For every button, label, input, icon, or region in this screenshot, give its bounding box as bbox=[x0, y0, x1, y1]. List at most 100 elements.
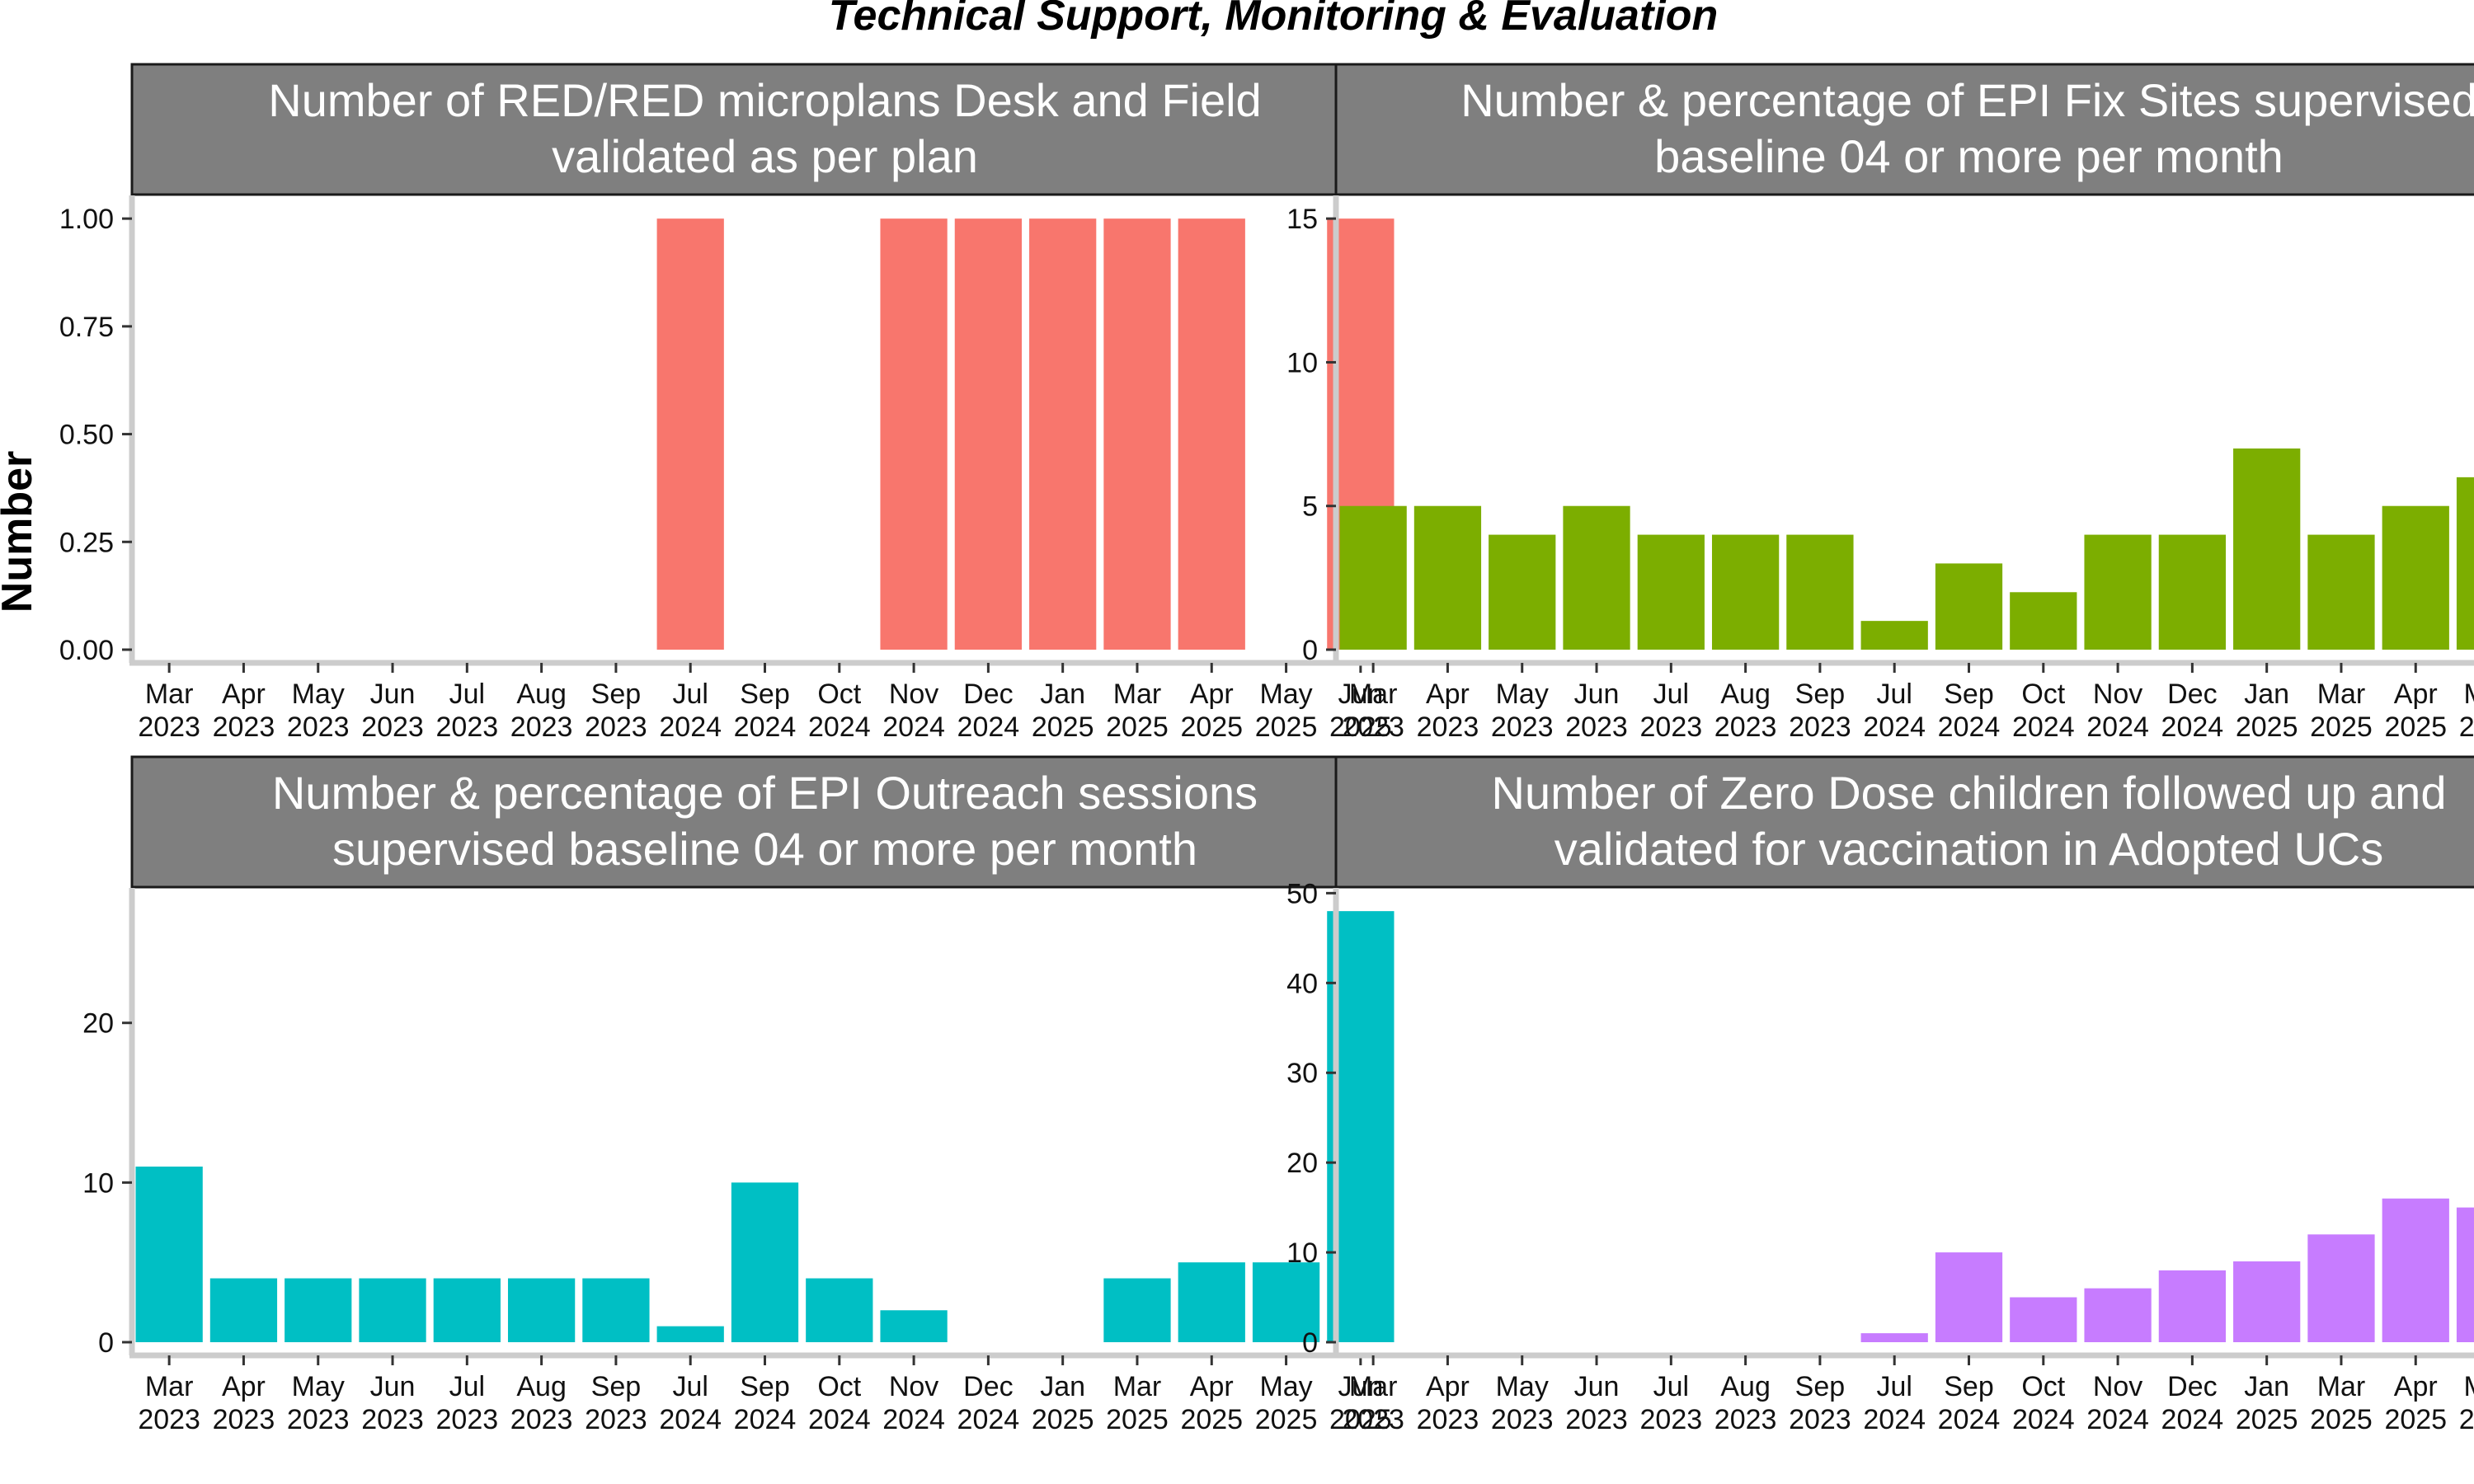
bar bbox=[209, 1278, 278, 1342]
x-tick-label-year: 2025 bbox=[2459, 1404, 2474, 1435]
x-tick-label-month: May bbox=[1496, 1371, 1549, 1402]
bar bbox=[731, 1182, 799, 1342]
bar bbox=[2456, 477, 2474, 650]
x-tick-label-month: Jun bbox=[370, 679, 416, 710]
panel-title-line: Number & percentage of EPI Fix Sites sup… bbox=[1460, 74, 2474, 126]
y-tick-label: 50 bbox=[1286, 878, 1318, 909]
panel-strip bbox=[130, 755, 1399, 889]
x-tick-label-month: Aug bbox=[1720, 679, 1771, 710]
x-tick-label-year: 2024 bbox=[2012, 711, 2075, 743]
x-tick-label-month: Oct bbox=[2021, 679, 2065, 710]
x-tick-label-month: Apr bbox=[2394, 1371, 2438, 1402]
x-tick-label-year: 2023 bbox=[1565, 711, 1628, 743]
x-tick-label-month: Apr bbox=[2394, 679, 2438, 710]
x-tick-label-year: 2025 bbox=[1180, 1404, 1243, 1435]
panel-title-line: Number & percentage of EPI Outreach sess… bbox=[272, 767, 1258, 819]
x-tick-label-month: Mar bbox=[1349, 679, 1398, 710]
x-tick-label-year: 2024 bbox=[734, 711, 797, 743]
x-tick-label-month: Nov bbox=[2093, 1371, 2142, 1402]
x-tick-label-year: 2023 bbox=[585, 711, 647, 743]
bar bbox=[2307, 1234, 2375, 1342]
x-tick-label-month: Jul bbox=[449, 1371, 485, 1402]
x-tick-label-year: 2023 bbox=[1342, 1404, 1404, 1435]
x-tick-label-year: 2024 bbox=[957, 1404, 1020, 1435]
bar bbox=[1178, 218, 1245, 650]
x-tick-label-year: 2023 bbox=[1342, 711, 1404, 743]
chart-panel-4: Number of Zero Dose children followed up… bbox=[1286, 755, 2474, 1435]
x-tick-label-year: 2023 bbox=[213, 711, 275, 743]
x-tick-label-month: May bbox=[292, 679, 345, 710]
x-tick-label-year: 2025 bbox=[1255, 1404, 1318, 1435]
chart-panel-1: Number of RED/RED microplans Desk and Fi… bbox=[59, 63, 1399, 743]
x-tick-label-month: Mar bbox=[1113, 1371, 1162, 1402]
y-tick-label: 0 bbox=[98, 1327, 114, 1359]
panel-strip bbox=[1334, 755, 2474, 889]
x-tick-label-year: 2023 bbox=[1714, 711, 1777, 743]
bar bbox=[2456, 1207, 2474, 1342]
x-tick-label-month: Nov bbox=[889, 1371, 938, 1402]
panel-title-line: validated as per plan bbox=[552, 130, 978, 182]
x-tick-label-year: 2025 bbox=[1329, 711, 1392, 743]
x-tick-label-month: Dec bbox=[2167, 1371, 2217, 1402]
bar bbox=[1339, 505, 1407, 650]
x-tick-label-month: Nov bbox=[889, 679, 938, 710]
x-tick-label-month: May bbox=[1259, 679, 1312, 710]
panel-title-line: validated for vaccination in Adopted UCs bbox=[1554, 823, 2383, 875]
x-tick-label-year: 2024 bbox=[1938, 1404, 2001, 1435]
x-tick-label-month: Sep bbox=[1944, 1371, 1994, 1402]
bar bbox=[1637, 534, 1705, 650]
x-tick-label-month: Jul bbox=[672, 679, 708, 710]
x-tick-label-month: Oct bbox=[2021, 1371, 2065, 1402]
x-tick-label-year: 2024 bbox=[2086, 1404, 2149, 1435]
x-tick-label-year: 2025 bbox=[2310, 1404, 2373, 1435]
y-tick-label: 0 bbox=[1302, 1327, 1318, 1359]
x-tick-label-year: 2024 bbox=[659, 711, 722, 743]
bar bbox=[1935, 563, 2003, 650]
x-tick-label-month: Apr bbox=[222, 1371, 266, 1402]
y-tick-label: 15 bbox=[1286, 204, 1318, 235]
x-tick-label-year: 2025 bbox=[1329, 1404, 1392, 1435]
bar bbox=[2382, 505, 2449, 650]
x-tick-label-month: Dec bbox=[963, 1371, 1013, 1402]
x-tick-label-month: Jul bbox=[1876, 679, 1912, 710]
y-tick-label: 1.00 bbox=[59, 204, 114, 235]
x-tick-label-year: 2025 bbox=[2310, 711, 2373, 743]
x-tick-label-year: 2024 bbox=[808, 711, 871, 743]
x-tick-label-month: Oct bbox=[817, 679, 861, 710]
panel-strip bbox=[130, 63, 1399, 196]
x-tick-label-month: Jun bbox=[1574, 679, 1620, 710]
x-tick-label-year: 2023 bbox=[361, 1404, 424, 1435]
bar bbox=[880, 1310, 948, 1342]
bar bbox=[359, 1278, 426, 1342]
bar bbox=[1413, 505, 1482, 650]
x-tick-label-year: 2024 bbox=[1863, 711, 1926, 743]
x-tick-label-year: 2023 bbox=[510, 1404, 573, 1435]
x-tick-label-month: Mar bbox=[1113, 679, 1162, 710]
x-tick-label-month: Jan bbox=[2244, 1371, 2289, 1402]
y-tick-label: 10 bbox=[1286, 1237, 1318, 1269]
bar bbox=[582, 1278, 650, 1342]
bar bbox=[1860, 1333, 1928, 1342]
x-tick-label-year: 2024 bbox=[957, 711, 1020, 743]
bar bbox=[806, 1278, 873, 1342]
x-tick-label-month: Aug bbox=[516, 1371, 567, 1402]
x-tick-label-month: May bbox=[2463, 1371, 2474, 1402]
x-tick-label-month: Mar bbox=[2317, 679, 2366, 710]
x-tick-label-month: Sep bbox=[740, 679, 790, 710]
y-tick-label: 40 bbox=[1286, 968, 1318, 999]
x-tick-label-month: Jul bbox=[1876, 1371, 1912, 1402]
x-tick-label-year: 2025 bbox=[1180, 711, 1243, 743]
bar bbox=[1178, 1262, 1245, 1342]
x-tick-label-year: 2023 bbox=[1640, 1404, 1703, 1435]
bar bbox=[285, 1278, 352, 1342]
y-tick-label: 30 bbox=[1286, 1058, 1318, 1089]
chart-panels: Number of RED/RED microplans Desk and Fi… bbox=[59, 63, 2474, 1435]
x-tick-label-month: Apr bbox=[1426, 1371, 1470, 1402]
bar bbox=[2233, 448, 2301, 650]
x-tick-label-month: Sep bbox=[1795, 679, 1846, 710]
x-tick-label-year: 2023 bbox=[1491, 1404, 1554, 1435]
x-tick-label-year: 2023 bbox=[585, 1404, 647, 1435]
x-tick-label-year: 2023 bbox=[436, 711, 499, 743]
x-tick-label-month: Jun bbox=[1338, 1371, 1383, 1402]
bar bbox=[2158, 1270, 2227, 1342]
